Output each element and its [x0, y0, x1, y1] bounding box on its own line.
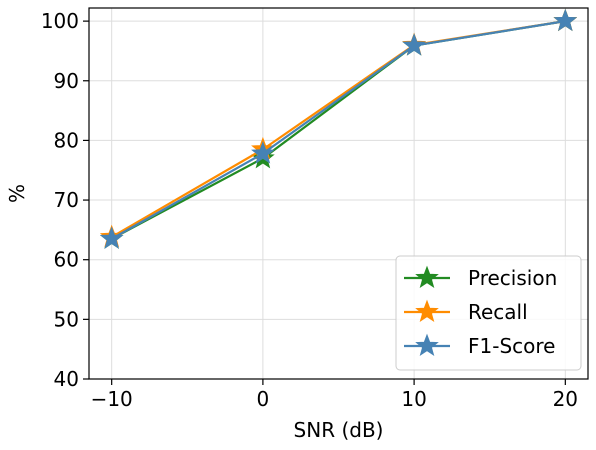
legend-marker	[415, 265, 439, 289]
y-tick-label: 40	[54, 367, 79, 391]
y-tick-label: 80	[54, 128, 79, 152]
series-f1-score	[99, 8, 578, 249]
legend: Precision Recall F1-Score	[395, 255, 582, 371]
legend-label: Precision	[468, 266, 557, 290]
series-line	[111, 20, 566, 238]
legend-marker	[415, 299, 439, 323]
y-axis-label: %	[5, 184, 29, 203]
data-point	[553, 8, 578, 32]
plot-frame	[88, 7, 589, 380]
y-tick-label: 50	[54, 307, 79, 331]
series-line	[111, 20, 566, 240]
legend-marker	[415, 333, 439, 357]
x-tick-label: 10	[401, 387, 426, 411]
y-tick-label: 90	[54, 69, 79, 93]
series-precision	[99, 8, 578, 249]
y-tick-label: 60	[54, 248, 79, 272]
y-tick-label: 70	[54, 188, 79, 212]
x-axis-label: SNR (dB)	[294, 418, 384, 442]
data-point	[99, 226, 124, 249]
legend-item: Precision	[404, 265, 557, 290]
data-point	[402, 33, 426, 56]
series-lines	[99, 8, 578, 249]
legend-label: Recall	[468, 300, 528, 324]
y-tick-label: 100	[41, 9, 79, 33]
legend-label: F1-Score	[468, 334, 555, 358]
series-recall	[99, 8, 578, 248]
data-point	[251, 141, 275, 164]
x-tick-label: 0	[257, 387, 270, 411]
legend-item: Recall	[404, 299, 528, 324]
legend-items: Precision Recall F1-Score	[404, 265, 557, 358]
axis-ticks: −10 0 10 20 40 50 60 70 80 90 100	[41, 9, 578, 411]
x-tick-label: 20	[553, 387, 578, 411]
legend-item: F1-Score	[404, 333, 555, 358]
series-line	[111, 20, 566, 240]
legend-box	[395, 255, 582, 371]
x-tick-label: −10	[91, 387, 133, 411]
